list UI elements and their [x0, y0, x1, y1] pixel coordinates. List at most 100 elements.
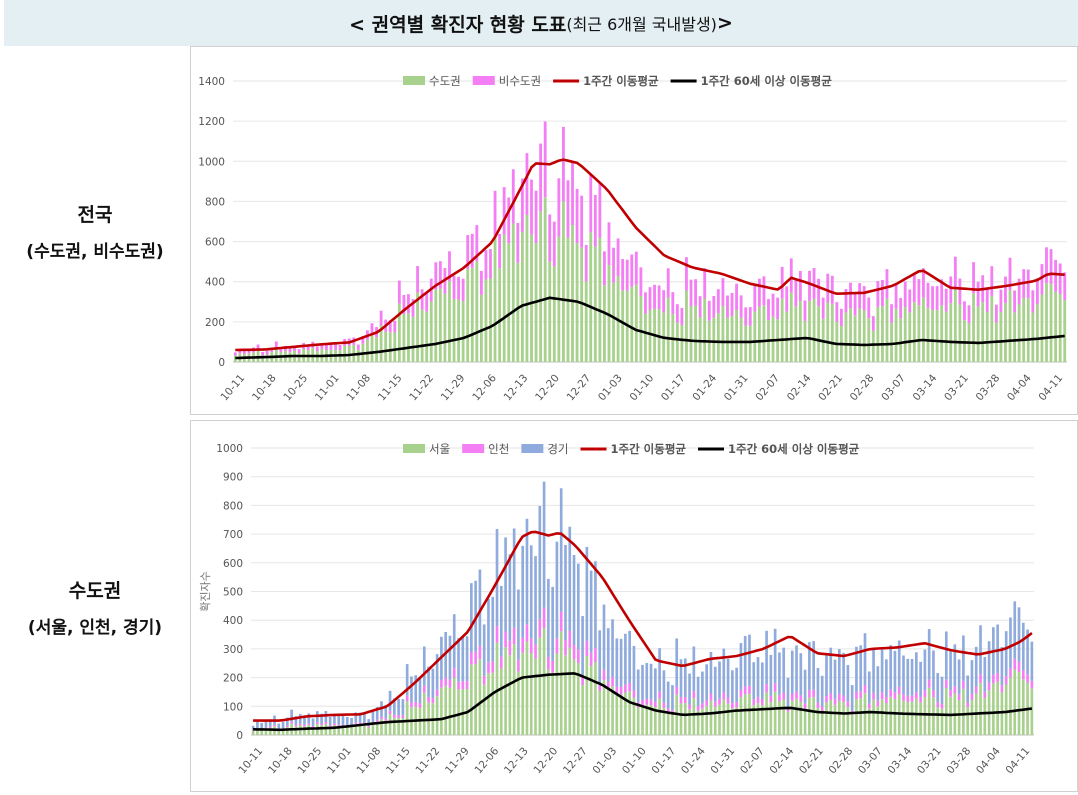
region-name: 수도권	[68, 580, 122, 602]
bar-segment	[615, 686, 619, 695]
bar-segment	[782, 647, 786, 693]
bar-segment	[539, 143, 543, 212]
bar-segment	[649, 705, 653, 735]
bar-segment	[981, 302, 985, 362]
bar-segment	[465, 681, 469, 690]
x-tick-label: 11-15	[376, 372, 405, 403]
bar-segment	[341, 726, 345, 735]
bar-segment	[286, 717, 289, 726]
bar-segment	[491, 661, 495, 673]
x-tick-label: 12-27	[561, 745, 590, 776]
bar-segment	[589, 570, 593, 653]
bar-segment	[1054, 259, 1058, 292]
bar-segment	[753, 311, 757, 362]
bar-segment	[890, 322, 893, 362]
bar-segment	[739, 295, 743, 318]
chart-capital: 0 100 200 300 400 500 600 700 800 900 1000 확진자수 10-1…	[199, 442, 1034, 776]
bar-segment	[452, 298, 456, 362]
bar-segment	[1008, 257, 1012, 291]
bar-segment	[315, 346, 319, 352]
bar-segment	[712, 296, 716, 318]
bar-segment	[606, 681, 610, 691]
bar-segment	[698, 317, 702, 362]
bar-segment	[992, 683, 995, 735]
bar-segment	[949, 276, 953, 304]
bar-segment	[470, 267, 474, 362]
bar-segment	[452, 614, 456, 669]
bar-segment	[666, 268, 670, 298]
bar-segment	[705, 700, 709, 706]
y-tick-label: 600	[205, 237, 225, 249]
bar-segment	[568, 630, 572, 648]
bar-segment	[962, 635, 965, 681]
bar-segment	[833, 704, 837, 735]
bar-segment	[630, 254, 634, 287]
bar-segment	[970, 660, 974, 694]
bar-segment	[448, 687, 452, 735]
bar-segment	[641, 664, 644, 700]
bar-segment	[790, 700, 794, 735]
bar-segment	[405, 664, 409, 696]
bar-segment	[692, 691, 696, 699]
bar-segment	[846, 706, 850, 735]
bar-segment	[363, 724, 366, 735]
bar-segment	[452, 677, 456, 735]
bar-segment	[529, 545, 533, 639]
bar-segment	[721, 305, 725, 362]
bar-segment	[414, 675, 418, 702]
bar-segment	[628, 630, 631, 683]
bar-segment	[662, 707, 666, 735]
bar-segment	[393, 332, 397, 362]
bar-segment	[903, 281, 907, 307]
bar-segment	[765, 630, 768, 685]
bar-segment	[466, 268, 470, 362]
bar-segment	[795, 698, 798, 735]
bar-segment	[265, 350, 269, 355]
bar-segment	[692, 646, 696, 692]
bar-segment	[418, 703, 422, 708]
bar-segment	[859, 698, 863, 735]
bar-segment	[897, 686, 901, 695]
bar-segment	[268, 727, 272, 735]
bar-segment	[671, 292, 675, 314]
bar-segment	[931, 286, 934, 310]
bar-segment	[607, 222, 611, 266]
bar-segment	[953, 644, 957, 687]
bar-segment	[731, 670, 734, 704]
bar-segment	[867, 708, 871, 735]
bar-segment	[551, 660, 554, 673]
bar-segment	[543, 121, 547, 198]
bar-segment	[639, 295, 643, 362]
bar-segment	[915, 652, 918, 693]
bar-segment	[1054, 291, 1058, 362]
bar-segment	[894, 308, 898, 362]
bar-segment	[844, 312, 848, 362]
bar-segment	[474, 651, 477, 664]
bar-segment	[502, 234, 506, 362]
bar-segment	[397, 303, 401, 362]
bar-segment	[572, 555, 576, 646]
bar-segment	[987, 682, 991, 691]
x-tick-label: 04-11	[1003, 745, 1032, 776]
bar-segment	[584, 244, 588, 282]
bar-segment	[621, 259, 625, 291]
bar-segment	[1030, 641, 1034, 681]
bar-segment	[1026, 269, 1030, 299]
bar-segment	[940, 305, 944, 362]
bar-segment	[1022, 297, 1026, 362]
x-tick-label: 11-15	[384, 745, 413, 776]
bar-segment	[999, 289, 1003, 313]
bar-segment	[568, 647, 572, 735]
bar-segment	[452, 275, 456, 299]
bar-segment	[593, 246, 597, 362]
bar-segment	[564, 655, 567, 735]
bar-segment	[611, 619, 614, 678]
bar-segment	[899, 318, 903, 362]
bar-segment	[448, 251, 451, 282]
bar-segment	[589, 652, 593, 666]
bar-segment	[782, 692, 786, 700]
bar-segment	[713, 701, 717, 707]
bar-segment	[1058, 263, 1062, 295]
legend-label: 비수도권	[499, 74, 541, 88]
bar-segment	[644, 313, 647, 362]
